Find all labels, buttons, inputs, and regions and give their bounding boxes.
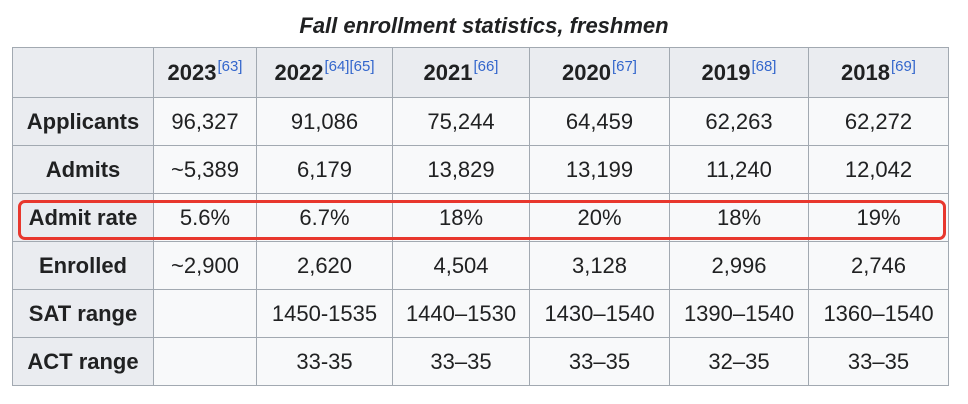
table-cell: 5.6%: [153, 193, 257, 242]
table-cell: 4,504: [392, 241, 530, 290]
table-cell: 13,199: [529, 145, 670, 194]
row-label: SAT range: [12, 289, 154, 338]
table-row: ACT range 33-35 33–35 33–35 32–35 33–35: [12, 337, 949, 386]
row-label: Enrolled: [12, 241, 154, 290]
year-label: 2023: [167, 59, 217, 85]
table-cell: 64,459: [529, 97, 670, 146]
citation-link[interactable]: [66]: [473, 58, 499, 76]
table-cell: 6.7%: [256, 193, 393, 242]
year-header: 2020[67]: [529, 47, 670, 98]
row-label: Applicants: [12, 97, 154, 146]
table-cell: 62,263: [669, 97, 809, 146]
year-label: 2019: [701, 59, 751, 85]
year-label: 2022: [274, 59, 324, 85]
citation-link[interactable]: [68]: [751, 58, 777, 76]
table-cell: 2,746: [808, 241, 949, 290]
table-cell: 32–35: [669, 337, 809, 386]
year-label: 2020: [562, 59, 611, 85]
year-header: 2019[68]: [669, 47, 809, 98]
table-row: SAT range 1450-1535 1440–1530 1430–1540 …: [12, 289, 949, 338]
citation-link[interactable]: [65]: [349, 58, 375, 76]
table-cell: ~5,389: [153, 145, 257, 194]
year-label: 2018: [841, 59, 890, 85]
table-cell: 1440–1530: [392, 289, 530, 338]
year-label: 2021: [423, 59, 473, 85]
corner-cell: [12, 47, 154, 98]
row-label: ACT range: [12, 337, 154, 386]
table-row-highlighted: Admit rate 5.6% 6.7% 18% 20% 18% 19%: [12, 193, 949, 242]
row-label: Admit rate: [12, 193, 154, 242]
enrollment-table: 2023[63] 2022[64][65] 2021[66] 2020[67] …: [12, 47, 949, 386]
table-cell: 19%: [808, 193, 949, 242]
table-cell: 13,829: [392, 145, 530, 194]
header-row: 2023[63] 2022[64][65] 2021[66] 2020[67] …: [12, 47, 949, 98]
citation-link[interactable]: [67]: [611, 58, 637, 76]
table-cell: 6,179: [256, 145, 393, 194]
table-cell: 96,327: [153, 97, 257, 146]
year-header: 2021[66]: [392, 47, 530, 98]
table-cell: 18%: [669, 193, 809, 242]
table-cell: ~2,900: [153, 241, 257, 290]
table-cell: [153, 289, 257, 338]
table-cell: 1390–1540: [669, 289, 809, 338]
citation-link[interactable]: [63]: [217, 58, 243, 76]
table-cell: 18%: [392, 193, 530, 242]
table-row: Enrolled ~2,900 2,620 4,504 3,128 2,996 …: [12, 241, 949, 290]
citation-link[interactable]: [69]: [890, 58, 916, 76]
year-header: 2018[69]: [808, 47, 949, 98]
table-cell: [153, 337, 257, 386]
table-cell: 91,086: [256, 97, 393, 146]
table-caption: Fall enrollment statistics, freshmen: [299, 13, 669, 38]
table-row: Admits ~5,389 6,179 13,829 13,199 11,240…: [12, 145, 949, 194]
table-cell: 3,128: [529, 241, 670, 290]
table-cell: 1430–1540: [529, 289, 670, 338]
table-cell: 33–35: [808, 337, 949, 386]
year-header: 2022[64][65]: [256, 47, 393, 98]
table-cell: 1360–1540: [808, 289, 949, 338]
table-cell: 75,244: [392, 97, 530, 146]
citation-link[interactable]: [64]: [324, 58, 350, 76]
table-cell: 1450-1535: [256, 289, 393, 338]
table-cell: 33-35: [256, 337, 393, 386]
table-cell: 62,272: [808, 97, 949, 146]
table-cell: 11,240: [669, 145, 809, 194]
table-cell: 2,620: [256, 241, 393, 290]
table-row: Applicants 96,327 91,086 75,244 64,459 6…: [12, 97, 949, 146]
table-cell: 33–35: [529, 337, 670, 386]
table-cell: 12,042: [808, 145, 949, 194]
year-header: 2023[63]: [153, 47, 257, 98]
table-cell: 2,996: [669, 241, 809, 290]
table-cell: 33–35: [392, 337, 530, 386]
row-label: Admits: [12, 145, 154, 194]
table-cell: 20%: [529, 193, 670, 242]
